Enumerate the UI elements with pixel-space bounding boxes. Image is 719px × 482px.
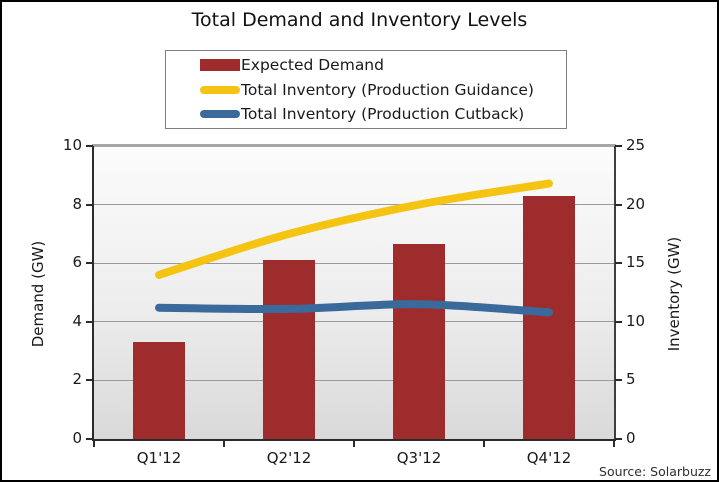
legend-label: Total Inventory (Production Guidance) — [241, 80, 534, 99]
y-tick-label-right-20: 20 — [626, 194, 646, 213]
legend-label: Total Inventory (Production Cutback) — [241, 104, 525, 123]
bar-q2-12 — [263, 260, 315, 439]
gridline-2 — [94, 379, 614, 381]
legend-line-swatch-2 — [200, 85, 240, 94]
legend-item-2: Total Inventory (Production Guidance) — [200, 78, 566, 102]
y-tick-label-right-15: 15 — [626, 253, 646, 272]
x-tick-3 — [483, 439, 485, 447]
y-axis-left-line — [92, 146, 94, 441]
gridline-top-border — [92, 144, 616, 147]
x-tick-0 — [93, 439, 95, 447]
line-total-inventory-production-cutback- — [155, 300, 553, 317]
y-tick-right-15 — [615, 262, 622, 265]
x-tick-label-3: Q3'12 — [396, 449, 442, 467]
legend: Expected Demand Total Inventory (Producti… — [165, 50, 567, 129]
x-tick-1 — [223, 439, 225, 447]
y-tick-label-left-2: 2 — [72, 370, 82, 389]
x-tick-label-4: Q4'12 — [526, 449, 572, 467]
gridline-4 — [94, 321, 614, 323]
y-tick-right-25 — [615, 145, 622, 147]
bar-q3-12 — [393, 244, 445, 439]
y-tick-label-right-25: 25 — [626, 136, 646, 154]
line-total-inventory-production-guidance- — [155, 179, 553, 279]
y-axis-right-line — [614, 146, 616, 441]
gridline-8 — [94, 204, 614, 206]
y-tick-label-right-0: 0 — [626, 429, 636, 447]
y-tick-right-5 — [615, 379, 622, 382]
y-tick-left-0 — [86, 438, 93, 440]
bar-q1-12 — [133, 342, 185, 439]
y-tick-left-4 — [86, 320, 93, 323]
legend-line-swatch-3 — [200, 109, 240, 118]
y-axis-title-right: Inventory (GW) — [665, 236, 683, 352]
y-tick-label-left-10: 10 — [62, 136, 82, 154]
y-tick-right-20 — [615, 203, 622, 206]
y-tick-left-8 — [86, 203, 93, 206]
y-tick-left-6 — [86, 262, 93, 265]
legend-item-3: Total Inventory (Production Cutback) — [200, 102, 566, 126]
y-tick-label-right-10: 10 — [626, 311, 646, 330]
x-tick-label-1: Q1'12 — [136, 449, 182, 467]
y-tick-label-left-0: 0 — [72, 429, 82, 447]
y-tick-label-right-5: 5 — [626, 370, 636, 389]
chart-title: Total Demand and Inventory Levels — [191, 9, 528, 31]
legend-item-1: Expected Demand — [200, 53, 566, 77]
x-tick-4 — [613, 439, 615, 447]
source-note: Source: Solarbuzz — [599, 464, 711, 479]
plot-area — [94, 146, 614, 439]
legend-bar-swatch-1 — [200, 59, 240, 72]
y-tick-right-0 — [615, 438, 622, 440]
y-tick-left-10 — [86, 145, 93, 147]
y-tick-label-left-6: 6 — [72, 253, 82, 272]
legend-label: Expected Demand — [241, 56, 384, 75]
y-tick-label-left-4: 4 — [72, 311, 82, 330]
line-series-layer — [155, 179, 553, 317]
gridline-6 — [94, 262, 614, 264]
y-axis-title-left: Demand (GW) — [29, 240, 47, 348]
x-tick-2 — [353, 439, 355, 447]
y-tick-left-2 — [86, 379, 93, 382]
y-tick-right-10 — [615, 320, 622, 323]
y-tick-label-left-8: 8 — [72, 194, 82, 213]
x-tick-label-2: Q2'12 — [266, 449, 312, 467]
bar-q4-12 — [523, 195, 575, 439]
